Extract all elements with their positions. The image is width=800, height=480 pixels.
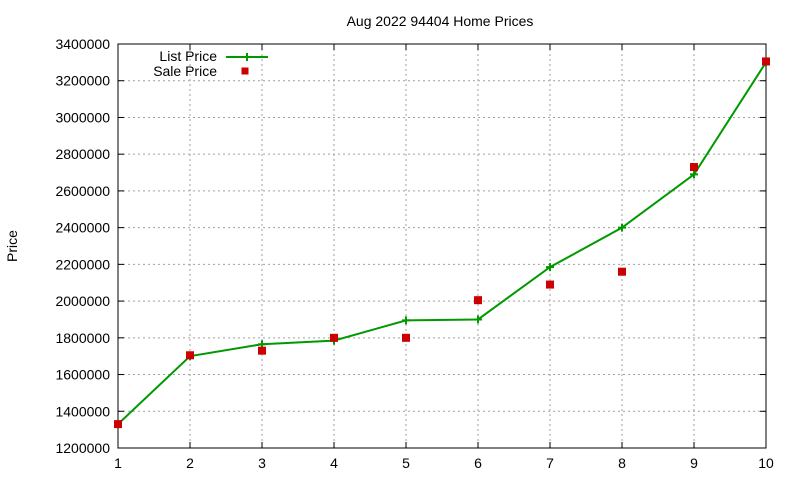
- sale-price-point: [402, 333, 410, 342]
- plot-area-border: [117, 43, 767, 449]
- y-tick-label: 1400000: [55, 403, 110, 419]
- y-tick-label: 2800000: [55, 146, 110, 162]
- x-tick-label: 10: [758, 455, 774, 471]
- legend: List Price Sale Price: [153, 48, 268, 79]
- list-price-point: [618, 223, 626, 232]
- list-price-point: [546, 263, 554, 272]
- legend-label-sale-price: Sale Price: [153, 63, 217, 79]
- sale-price-point: [474, 296, 482, 305]
- sale-price-point: [258, 346, 266, 355]
- y-tick-label: 1200000: [55, 440, 110, 456]
- series-layer: [114, 57, 770, 429]
- legend-marker-list-price: [243, 53, 251, 61]
- sale-price-point: [618, 267, 626, 276]
- sale-price-point: [186, 351, 194, 360]
- sale-price-point: [114, 420, 122, 429]
- chart-title: Aug 2022 94404 Home Prices: [347, 13, 534, 29]
- x-tick-label: 4: [330, 455, 338, 471]
- x-tick-label: 5: [402, 455, 410, 471]
- axes: 1200000 1400000 1600000 1800000 2000000 22000…: [55, 36, 774, 471]
- y-tick-label: 3200000: [55, 73, 110, 89]
- x-tick-label: 7: [546, 455, 554, 471]
- sale-price-point: [762, 57, 770, 66]
- x-tick-label: 1: [114, 455, 122, 471]
- x-tick-label: 8: [618, 455, 626, 471]
- y-axis-label: Price: [4, 230, 20, 262]
- x-tick-label: 9: [690, 455, 698, 471]
- x-tick-label: 2: [186, 455, 194, 471]
- series-line-list-price: [117, 61, 767, 425]
- x-tick-label: 3: [258, 455, 266, 471]
- sale-price-point: [690, 163, 698, 172]
- legend-label-list-price: List Price: [159, 48, 217, 64]
- list-price-point: [402, 316, 410, 325]
- list-price-point: [474, 315, 482, 324]
- y-tick-label: 2600000: [55, 183, 110, 199]
- y-tick-label: 3000000: [55, 109, 110, 125]
- x-tick-label: 6: [474, 455, 482, 471]
- y-tick-label: 2000000: [55, 293, 110, 309]
- sale-price-point: [330, 333, 338, 342]
- y-tick-label: 3400000: [55, 36, 110, 52]
- y-tick-label: 1800000: [55, 330, 110, 346]
- y-tick-label: 1600000: [55, 367, 110, 383]
- sale-price-point: [546, 280, 554, 289]
- list-price-point: [690, 170, 698, 179]
- grid: [118, 44, 766, 448]
- legend-marker-sale-price: [241, 67, 249, 75]
- y-tick-label: 2400000: [55, 220, 110, 236]
- y-tick-label: 2200000: [55, 256, 110, 272]
